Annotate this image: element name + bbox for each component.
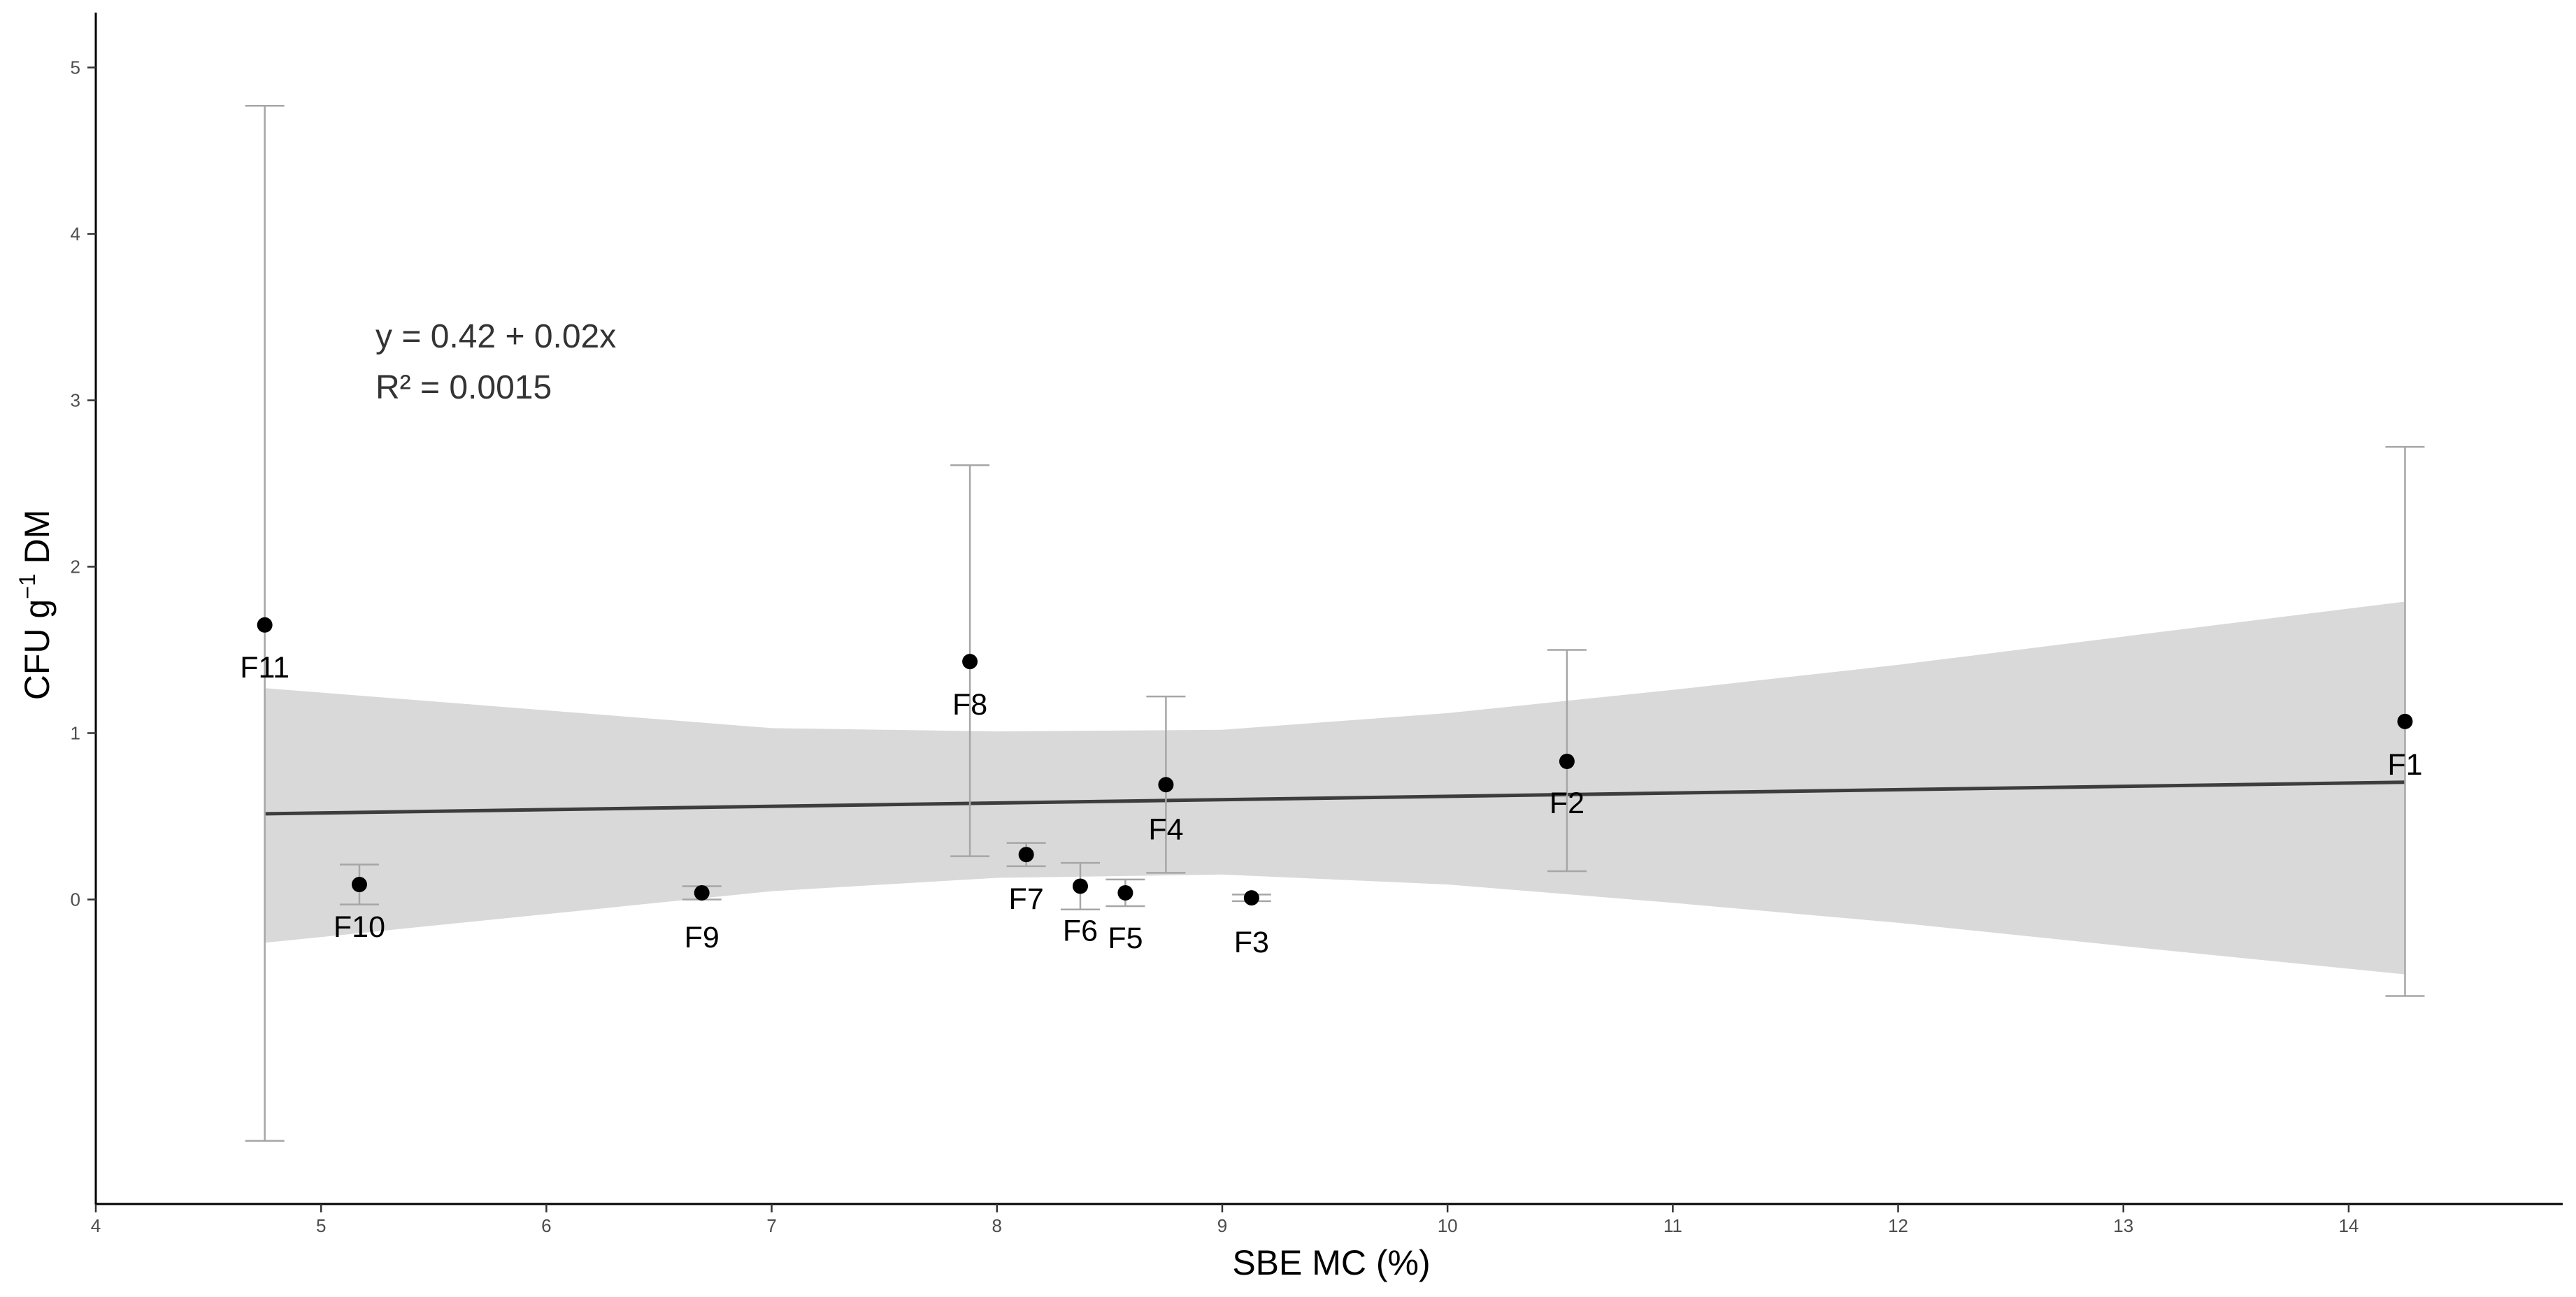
y-tick-label: 0	[71, 889, 80, 910]
x-axis-title: SBE MC (%)	[1232, 1243, 1430, 1282]
x-tick-label: 8	[992, 1215, 1002, 1236]
x-tick-label: 13	[2113, 1215, 2133, 1236]
data-point-f6	[1072, 878, 1088, 894]
y-axis-title-suffix: DM	[17, 510, 57, 574]
r-squared-label: R² = 0.0015	[375, 369, 552, 406]
point-label-f5: F5	[1108, 922, 1143, 955]
point-labels-layer: F11 F10 F9 F8 F7 F6 F5 F4 F3 F2 F1	[240, 651, 2422, 959]
y-axis-title-superscript: −1	[15, 573, 40, 599]
x-tick-label: 6	[541, 1215, 551, 1236]
confidence-band	[264, 601, 2405, 975]
y-axis-title-base: CFU g	[17, 599, 57, 700]
data-point-f5	[1117, 884, 1133, 901]
y-tick-label: 5	[71, 57, 80, 78]
x-tick-label: 9	[1217, 1215, 1227, 1236]
regression-line	[264, 780, 2405, 816]
y-tick-label: 2	[71, 557, 80, 578]
data-point-f4	[1158, 777, 1174, 793]
point-label-f1: F1	[2387, 748, 2422, 782]
point-label-f7: F7	[1009, 882, 1044, 916]
x-tick-label: 5	[316, 1215, 326, 1236]
point-label-f3: F3	[1234, 926, 1269, 959]
x-tick-label: 14	[2338, 1215, 2359, 1236]
data-point-f11	[257, 617, 273, 633]
x-tick-label: 4	[91, 1215, 101, 1236]
regression-line-layer	[264, 780, 2405, 816]
y-tick-label: 4	[71, 224, 80, 245]
y-tick-label: 3	[71, 390, 80, 411]
data-point-f7	[1018, 847, 1034, 863]
points-layer	[257, 617, 2413, 906]
y-tick-label: 1	[71, 722, 80, 743]
point-label-f9: F9	[685, 921, 720, 954]
point-label-f8: F8	[952, 688, 987, 722]
regression-equation: y = 0.42 + 0.02x	[375, 318, 616, 355]
x-tick-label: 12	[1888, 1215, 1908, 1236]
error-bars-layer	[245, 105, 2425, 1142]
x-tick-label: 7	[766, 1215, 776, 1236]
data-point-f10	[351, 877, 367, 893]
point-label-f4: F4	[1148, 812, 1183, 846]
point-label-f10: F10	[334, 910, 385, 944]
point-label-f2: F2	[1550, 787, 1584, 820]
data-point-f9	[694, 884, 710, 901]
y-axis-title: CFU g−1 DM	[15, 510, 57, 701]
x-tick-label: 11	[1663, 1215, 1682, 1236]
data-point-f1	[2397, 713, 2413, 729]
point-label-f11: F11	[240, 651, 289, 685]
data-point-f2	[1559, 753, 1575, 769]
point-label-f6: F6	[1063, 914, 1098, 947]
x-tick-label: 10	[1438, 1215, 1458, 1236]
data-point-f8	[962, 654, 978, 670]
confidence-band-layer	[264, 601, 2405, 975]
data-point-f3	[1243, 890, 1259, 906]
